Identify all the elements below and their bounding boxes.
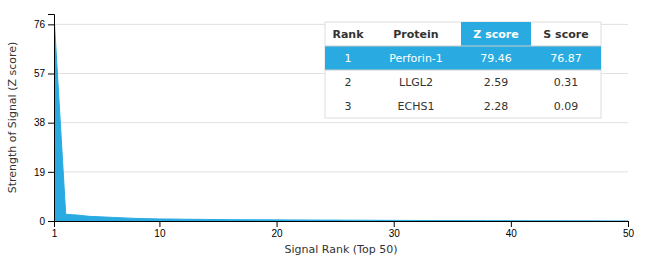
marks <box>54 15 628 221</box>
table-header: Rank <box>332 28 364 41</box>
table-separator <box>325 70 601 71</box>
x-axis: 1 10 20 30 40 50 <box>52 221 635 239</box>
table-cell: 2.59 <box>484 76 509 89</box>
table: Rank Protein Z score S score 1 Perforin-1 79.4… <box>325 22 601 118</box>
tick-mark <box>628 221 629 227</box>
tick: 0 <box>39 216 54 227</box>
table-cell: 2 <box>345 76 352 89</box>
tick: 50 <box>623 221 635 239</box>
axis-line <box>48 15 55 222</box>
tick: 76 <box>34 19 54 30</box>
tick: 57 <box>34 68 54 79</box>
tick-label: 1 <box>52 228 58 239</box>
y-axis-title: Strength of Signal (Z score) <box>6 42 19 194</box>
grid-line <box>54 171 628 172</box>
y-axis: 0 19 38 57 76 <box>34 15 55 227</box>
table-cell: 1 <box>345 52 352 65</box>
table-cell: 3 <box>345 100 352 113</box>
x-axis-title: Signal Rank (Top 50) <box>285 243 398 256</box>
tick-mark <box>48 74 54 75</box>
tick-label: 50 <box>623 228 635 239</box>
tick-mark <box>48 123 54 124</box>
grid <box>54 24 628 221</box>
tick-label: 19 <box>34 167 46 178</box>
table-row-highlight <box>325 46 601 70</box>
chart: 1 10 20 30 40 50 0 19 38 57 76 Signal Rank (Top 50)… <box>0 0 650 261</box>
table-header: Protein <box>393 28 438 41</box>
tick-label: 0 <box>39 216 45 227</box>
grid-line <box>54 122 628 123</box>
table-cell: 2.28 <box>484 100 509 113</box>
table-cell: ECHS1 <box>398 100 435 113</box>
tick-label: 20 <box>272 228 284 239</box>
tick-label: 30 <box>389 228 401 239</box>
tick-label: 57 <box>34 68 46 79</box>
plot: 1 10 20 30 40 50 0 19 38 57 76 Signal Rank (Top 50)… <box>6 15 634 257</box>
table-header-highlight <box>461 22 531 46</box>
table-header: S score <box>543 28 588 41</box>
tick-label: 40 <box>506 228 518 239</box>
area <box>54 15 628 221</box>
table-cell: 79.46 <box>480 52 512 65</box>
table-header: Z score <box>473 28 518 41</box>
tick: 40 <box>506 221 518 239</box>
tick: 20 <box>272 221 284 239</box>
table-cell: Perforin-1 <box>389 52 443 65</box>
tick: 10 <box>154 221 166 239</box>
line <box>54 15 628 221</box>
tick: 1 <box>52 221 58 239</box>
tick-mark <box>277 221 278 227</box>
tick-label: 76 <box>34 19 46 30</box>
tick: 19 <box>34 167 54 178</box>
table-cell: 0.09 <box>554 100 579 113</box>
table-cell: 76.87 <box>550 52 582 65</box>
tick-mark <box>159 221 160 227</box>
tick-mark <box>48 221 54 222</box>
table-background <box>325 22 601 118</box>
tick: 38 <box>34 117 54 128</box>
tick-mark <box>48 172 54 173</box>
table-cell: LLGL2 <box>399 76 433 89</box>
table-separator <box>325 46 601 47</box>
tick: 30 <box>389 221 401 239</box>
tick-label: 10 <box>154 228 166 239</box>
table-cell: 0.31 <box>554 76 579 89</box>
axis-line <box>55 222 629 228</box>
tick-label: 38 <box>34 117 46 128</box>
tick-mark <box>48 24 54 25</box>
tick-mark <box>394 221 395 227</box>
tick-mark <box>511 221 512 227</box>
